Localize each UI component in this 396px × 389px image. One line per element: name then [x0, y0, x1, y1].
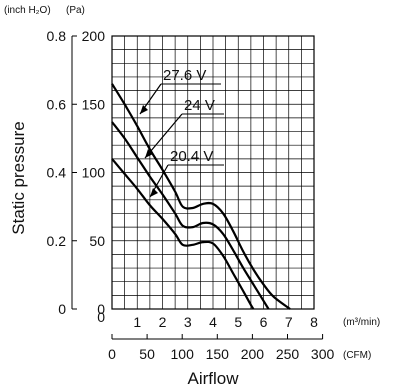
- x-tick-label-m3: 3: [184, 314, 192, 330]
- y-tick-label-inch: 0.2: [47, 233, 67, 249]
- curve-labels: 27.6 V 24 V 20.4 V: [139, 67, 224, 198]
- tick-labels: 0 50 100 150 200 0 0.2 0.4 0.6 0.8 0 1 2 3 4 5 6 7 8 0 50 100…: [47, 28, 335, 362]
- curve-label-arrow-0: [140, 105, 148, 114]
- x-tick-label-m3: 1: [133, 314, 141, 330]
- y-tick-label-pa: 100: [82, 165, 106, 181]
- x-tick-label-m3: 7: [285, 314, 293, 330]
- y-tick-label-pa: 0: [97, 301, 105, 317]
- curve-label-0: 27.6 V: [163, 67, 206, 84]
- grid-lines: [111, 35, 315, 310]
- x-tick-label-cfm: 50: [139, 346, 155, 362]
- y-tick-label-inch: 0.4: [47, 165, 67, 181]
- y-tick-label-inch: 0: [58, 301, 66, 317]
- series-line-0: [111, 83, 291, 310]
- curve-label-arrow-2: [150, 188, 158, 197]
- x-tick-label-zero: 0: [97, 309, 105, 325]
- series-line-2: [111, 158, 255, 310]
- x-tick-label-cfm: 200: [241, 346, 265, 362]
- y-unit-primary-label: (Pa): [66, 5, 85, 16]
- curve-label-arrow-1: [145, 149, 153, 158]
- series-line-1: [111, 121, 270, 310]
- y-tick-label-inch: 0.6: [47, 96, 67, 112]
- y-unit-secondary-label: (inch H₂O): [4, 5, 51, 16]
- x-tick-label-cfm: 0: [108, 346, 116, 362]
- y-tick-label-inch: 0.8: [47, 28, 67, 44]
- series-lines: [111, 83, 291, 310]
- x-unit-secondary-label: (CFM): [343, 350, 371, 361]
- x-tick-label-m3: 4: [209, 314, 217, 330]
- x-tick-label-m3: 6: [260, 314, 268, 330]
- x-tick-label-m3: 5: [234, 314, 242, 330]
- curve-label-2: 20.4 V: [170, 148, 213, 165]
- x-axis-title: Airflow: [187, 369, 239, 388]
- y-tick-label-pa: 50: [89, 233, 105, 249]
- x-tick-label-cfm: 100: [171, 346, 195, 362]
- y-axis-title: Static pressure: [9, 121, 28, 234]
- x-tick-label-cfm: 150: [206, 346, 230, 362]
- curve-label-1: 24 V: [184, 97, 215, 114]
- x-unit-primary-label: (m³/min): [343, 317, 380, 328]
- x-tick-label-m3: 8: [310, 314, 318, 330]
- x-tick-label-cfm: 300: [311, 346, 335, 362]
- x-tick-label-cfm: 250: [276, 346, 300, 362]
- y-tick-label-pa: 200: [82, 28, 106, 44]
- x-tick-label-m3: 2: [159, 314, 167, 330]
- y-tick-label-pa: 150: [82, 96, 106, 112]
- axes: [71, 35, 324, 340]
- curve-label-leader-1: [144, 113, 183, 159]
